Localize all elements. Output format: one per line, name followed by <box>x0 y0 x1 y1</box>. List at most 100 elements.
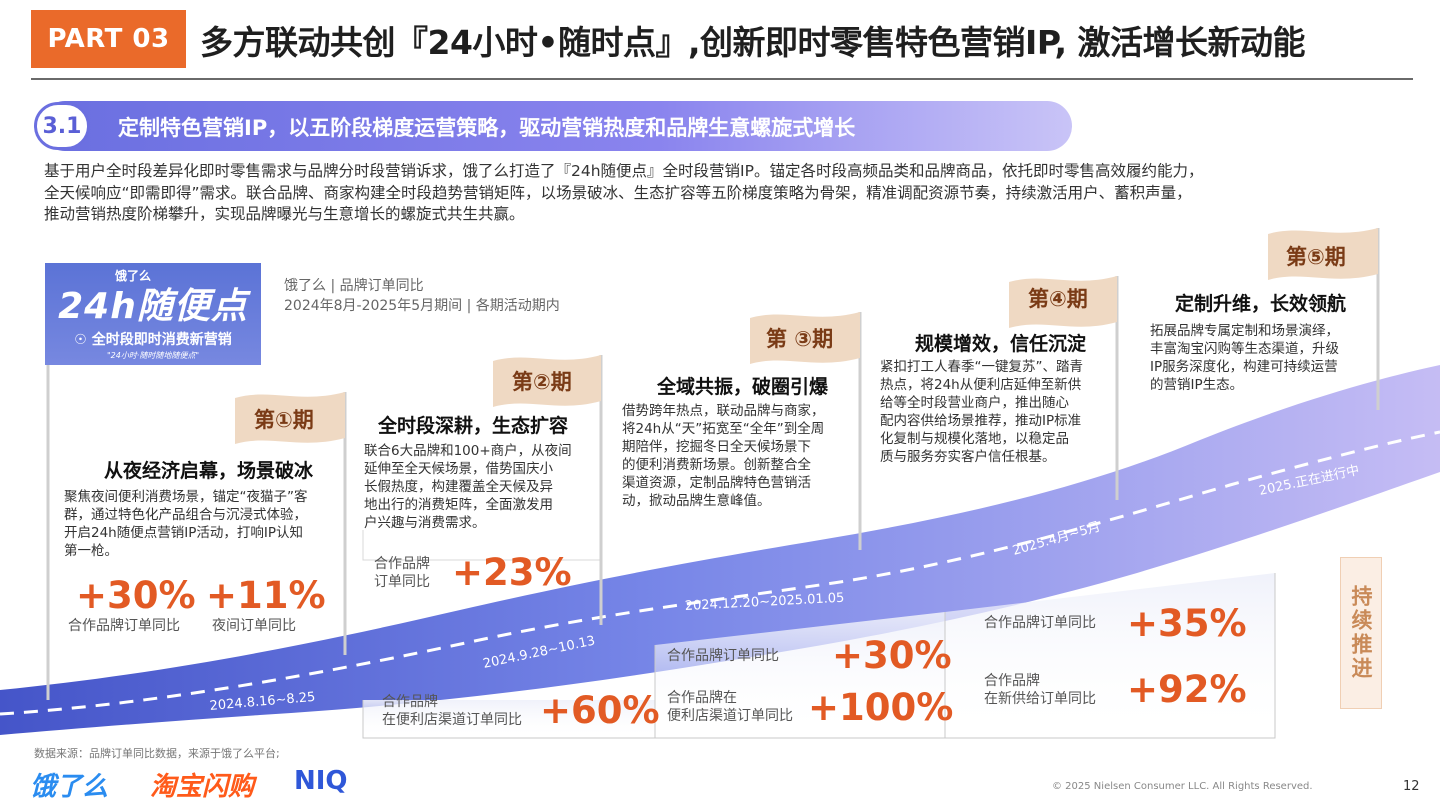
stat-label: 合作品牌 在便利店渠道订单同比 <box>382 693 522 729</box>
stat-label-line: 便利店渠道订单同比 <box>667 708 793 724</box>
copyright: © 2025 Nielsen Consumer LLC. All Rights … <box>1052 781 1313 792</box>
ip-logo-title: 24h随便点 <box>58 286 248 327</box>
desc-line: 紧扣打工人春季“一键复苏”、踏青 <box>880 359 1083 375</box>
desc-line: 聚焦夜间便利消费场景，锚定“夜猫子”客 <box>64 489 308 505</box>
desc-line: 动，掀动品牌生意峰值。 <box>622 493 771 509</box>
eleme-logo: 饿了么 <box>30 772 109 802</box>
intro-paragraph: 基于用户全时段差异化即时零售需求与品牌分时段营销诉求，饿了么打造了『24h随便点… <box>44 161 1429 226</box>
stat-value: +30% <box>76 574 196 617</box>
desc-line: 期陪伴，挖掘冬日全天候场景下 <box>622 439 811 455</box>
data-source-note: 数据来源：品牌订单同比数据，来源于饿了么平台; <box>34 747 280 760</box>
ip-logo-slogan: "24小时·随时随地随便点" <box>106 351 200 360</box>
phase-title-3: 全域共振，破圈引爆 <box>657 376 829 398</box>
source-note-line: 2024年8月-2025年5月期间 | 各期活动期内 <box>284 298 560 314</box>
intro-line: 基于用户全时段差异化即时零售需求与品牌分时段营销诉求，饿了么打造了『24h随便点… <box>44 162 1204 180</box>
desc-line: 质与服务夯实客户信任根基。 <box>880 449 1056 465</box>
phase-desc-1: 聚焦夜间便利消费场景，锚定“夜猫子”客 群，通过特色化产品组合与沉浸式体验， 开… <box>64 488 340 560</box>
phase-flag-3 <box>750 312 860 364</box>
desc-line: 拓展品牌专属定制和场景演绎， <box>1150 323 1339 339</box>
stat-callout-box <box>362 530 600 561</box>
desc-line: 化复制与规模化落地，以稳定品 <box>880 431 1069 447</box>
stat-callout-box <box>944 573 1276 739</box>
phase-desc-5: 拓展品牌专属定制和场景演绎， 丰富淘宝闪购等生态渠道，升级 IP服务深度化，构建… <box>1150 322 1374 394</box>
phase-flag-label-2: 第②期 <box>512 370 572 394</box>
stat-label: 合作品牌 订单同比 <box>374 555 430 591</box>
phase-title-2: 全时段深耕，生态扩容 <box>378 415 569 437</box>
growth-wave <box>0 365 1440 735</box>
page-title: 多方联动共创『24小时•随时点』,创新即时零售特色营销IP, 激活增长新动能 <box>200 23 1305 62</box>
desc-line: 热点，将24h从便利店延伸至新供 <box>880 377 1082 393</box>
stat-label: 夜间订单同比 <box>212 618 296 634</box>
title-divider <box>31 78 1413 80</box>
stat-label: 合作品牌订单同比 <box>984 615 1096 631</box>
desc-line: 开启24h随便点营销IP活动，打响IP认知 <box>64 525 303 541</box>
stat-value: +60% <box>540 689 660 732</box>
stat-label: 合作品牌订单同比 <box>667 648 779 664</box>
source-note: 饿了么 | 品牌订单同比 2024年8月-2025年5月期间 | 各期活动期内 <box>284 276 560 316</box>
stat-label: 合作品牌 在新供给订单同比 <box>984 672 1096 708</box>
page-number: 12 <box>1403 779 1420 794</box>
phase-flag-1 <box>235 392 345 444</box>
intro-line: 推动营销热度阶梯攀升，实现品牌曝光与生意增长的螺旋式共生共赢。 <box>44 205 525 223</box>
phase-flag-2 <box>493 355 601 407</box>
section-title: 定制特色营销IP，以五阶段梯度运营策略，驱动营销热度和品牌生意螺旋式增长 <box>118 116 856 140</box>
eleme-logo-text: 饿了么 <box>115 269 152 283</box>
stat-value: +23% <box>452 551 572 594</box>
niq-logo: NIQ <box>294 766 348 796</box>
phase-desc-3: 借势跨年热点，联动品牌与商家， 将24h从“天”拓宽至“全年”到全周 期陪伴，挖… <box>622 402 858 510</box>
desc-line: 联合6大品牌和100+商户，从夜间 <box>364 443 572 459</box>
desc-line: 丰富淘宝闪购等生态渠道，升级 <box>1150 341 1339 357</box>
phase-flag-5 <box>1268 228 1378 280</box>
desc-line: IP服务深度化，构建可持续运营 <box>1150 359 1338 375</box>
desc-line: 长假热度，构建覆盖全天候及异 <box>364 479 553 495</box>
desc-line: 的便利消费新场景。创新整合全 <box>622 457 811 473</box>
stat-label-line: 合作品牌 <box>984 673 1040 689</box>
lightbulb-icon: ☉ <box>74 332 87 348</box>
ip-logo: 饿了么 24h随便点 ☉ 全时段即时消费新营销 "24小时·随时随地随便点" <box>45 263 261 365</box>
phase-flag-label-1: 第①期 <box>254 408 314 432</box>
stat-value: +92% <box>1127 668 1247 711</box>
section-number: 3.1 <box>34 102 90 150</box>
phase-desc-4: 紧扣打工人春季“一键复苏”、踏青 热点，将24h从便利店延伸至新供 给等全时段营… <box>880 358 1116 466</box>
stat-label-line: 合作品牌在 <box>667 690 737 706</box>
ip-logo-subtitle-text: 全时段即时消费新营销 <box>91 332 232 348</box>
desc-line: 的营销IP生态。 <box>1150 377 1244 393</box>
phase-flag-4 <box>1009 276 1117 328</box>
stat-label-line: 在便利店渠道订单同比 <box>382 712 522 728</box>
phase-title-4: 规模增效，信任沉淀 <box>915 333 1087 355</box>
desc-line: 配内容供给场景推荐，推动IP标准 <box>880 413 1082 429</box>
timeline-dashed-path <box>0 430 1440 716</box>
stat-label-line: 合作品牌 <box>374 556 430 572</box>
desc-line: 第一枪。 <box>64 543 118 559</box>
desc-line: 渠道资源，定制品牌特色营销活 <box>622 475 811 491</box>
stat-label: 合作品牌在 便利店渠道订单同比 <box>667 689 793 725</box>
stat-label: 合作品牌订单同比 <box>68 618 180 634</box>
phase-flag-label-4: 第④期 <box>1028 287 1088 311</box>
taobao-shangou-logo: 淘宝闪购 <box>150 772 255 802</box>
stat-label-line: 订单同比 <box>374 574 430 590</box>
stat-label-line: 合作品牌 <box>382 694 438 710</box>
stat-value: +35% <box>1127 602 1247 645</box>
stat-value: +30% <box>832 634 952 677</box>
continue-label: 持续推进 <box>1349 585 1373 681</box>
desc-line: 给等全时段营业商户，推出随心 <box>880 395 1069 411</box>
phase-flag-label-3: 第 ③期 <box>766 327 834 351</box>
desc-line: 将24h从“天”拓宽至“全年”到全周 <box>622 421 825 437</box>
section-banner <box>40 101 1072 151</box>
source-note-line: 饿了么 | 品牌订单同比 <box>284 278 424 294</box>
phase-title-1: 从夜经济启幕，场景破冰 <box>104 460 314 482</box>
desc-line: 户兴趣与消费需求。 <box>364 515 486 531</box>
phase-title-5: 定制升维，长效领航 <box>1175 293 1347 315</box>
phase-flag-label-5: 第⑤期 <box>1286 245 1346 269</box>
stat-value: +100% <box>808 686 954 729</box>
ip-logo-subtitle: ☉ 全时段即时消费新营销 <box>45 329 261 349</box>
intro-line: 全天候响应“即需即得”需求。联合品牌、商家构建全时段趋势营销矩阵，以场景破冰、生… <box>44 183 1192 202</box>
desc-line: 延伸至全天候场景，借势国庆小 <box>364 461 553 477</box>
desc-line: 地出行的消费矩阵，全面激发用 <box>364 497 553 513</box>
stat-value: +11% <box>206 574 326 617</box>
desc-line: 借势跨年热点，联动品牌与商家， <box>622 403 825 419</box>
phase-desc-2: 联合6大品牌和100+商户，从夜间 延伸至全天候场景，借势国庆小 长假热度，构建… <box>364 442 600 532</box>
stat-label-line: 在新供给订单同比 <box>984 691 1096 707</box>
desc-line: 群，通过特色化产品组合与沉浸式体验， <box>64 507 307 523</box>
part-tag: PART 03 <box>31 10 186 68</box>
